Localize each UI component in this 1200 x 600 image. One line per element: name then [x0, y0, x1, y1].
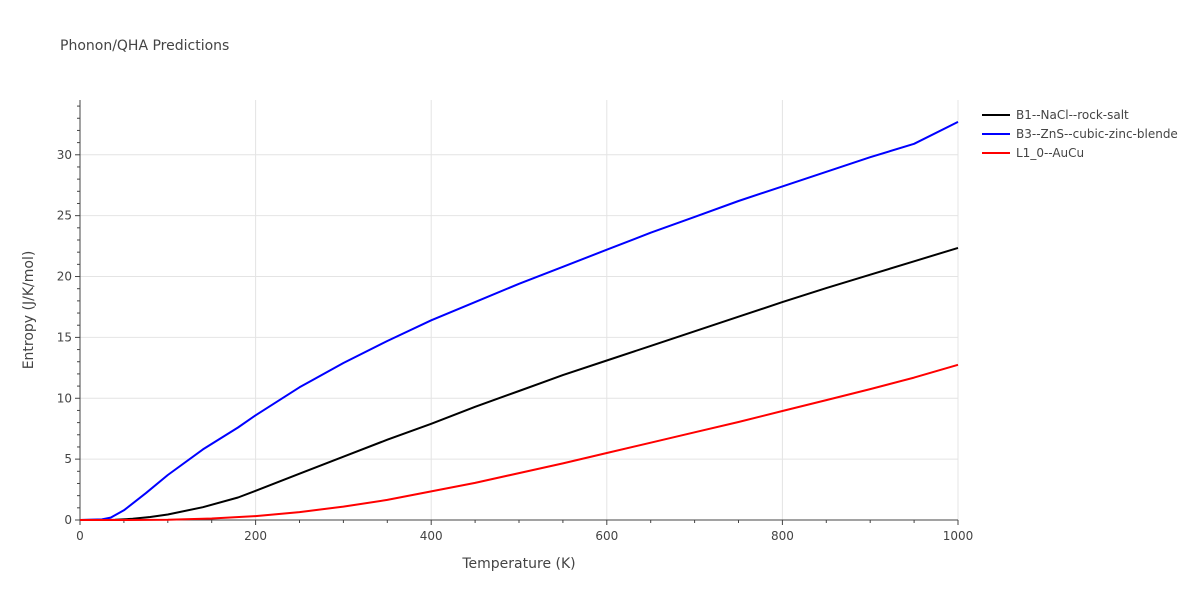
series-line-1	[79, 246, 959, 521]
x-tick-label: 0	[76, 529, 84, 543]
y-tick-label: 5	[64, 452, 72, 466]
y-tick-label: 20	[57, 270, 72, 284]
x-tick-label: 400	[420, 529, 443, 543]
legend-label-2: B3--ZnS--cubic-zinc-blende	[1016, 127, 1178, 141]
series-line-3	[80, 363, 959, 521]
x-tick-label: 600	[595, 529, 618, 543]
series-layer	[79, 121, 959, 521]
x-tick-label: 1000	[943, 529, 974, 543]
chart-title: Phonon/QHA Predictions	[60, 38, 229, 54]
y-tick-label: 0	[64, 513, 72, 527]
x-tick-label: 200	[244, 529, 267, 543]
y-tick-label: 10	[57, 391, 72, 405]
y-tick-label: 25	[57, 209, 72, 223]
series-line-2	[79, 121, 959, 521]
x-tick-label: 800	[771, 529, 794, 543]
y-tick-label: 15	[57, 330, 72, 344]
legend-label-3: L1_0--AuCu	[1016, 146, 1084, 160]
x-axis-title: Temperature (K)	[461, 556, 575, 572]
legend: B1--NaCl--rock-salt B3--ZnS--cubic-zinc-b…	[982, 108, 1178, 160]
y-axis-title: Entropy (J/K/mol)	[21, 251, 37, 370]
grid	[80, 100, 959, 520]
legend-label-1: B1--NaCl--rock-salt	[1016, 108, 1129, 122]
axes: 0 200 400 600 800 1000 0 5 10 15 20 25 30	[57, 100, 974, 543]
y-tick-label: 30	[57, 148, 72, 162]
